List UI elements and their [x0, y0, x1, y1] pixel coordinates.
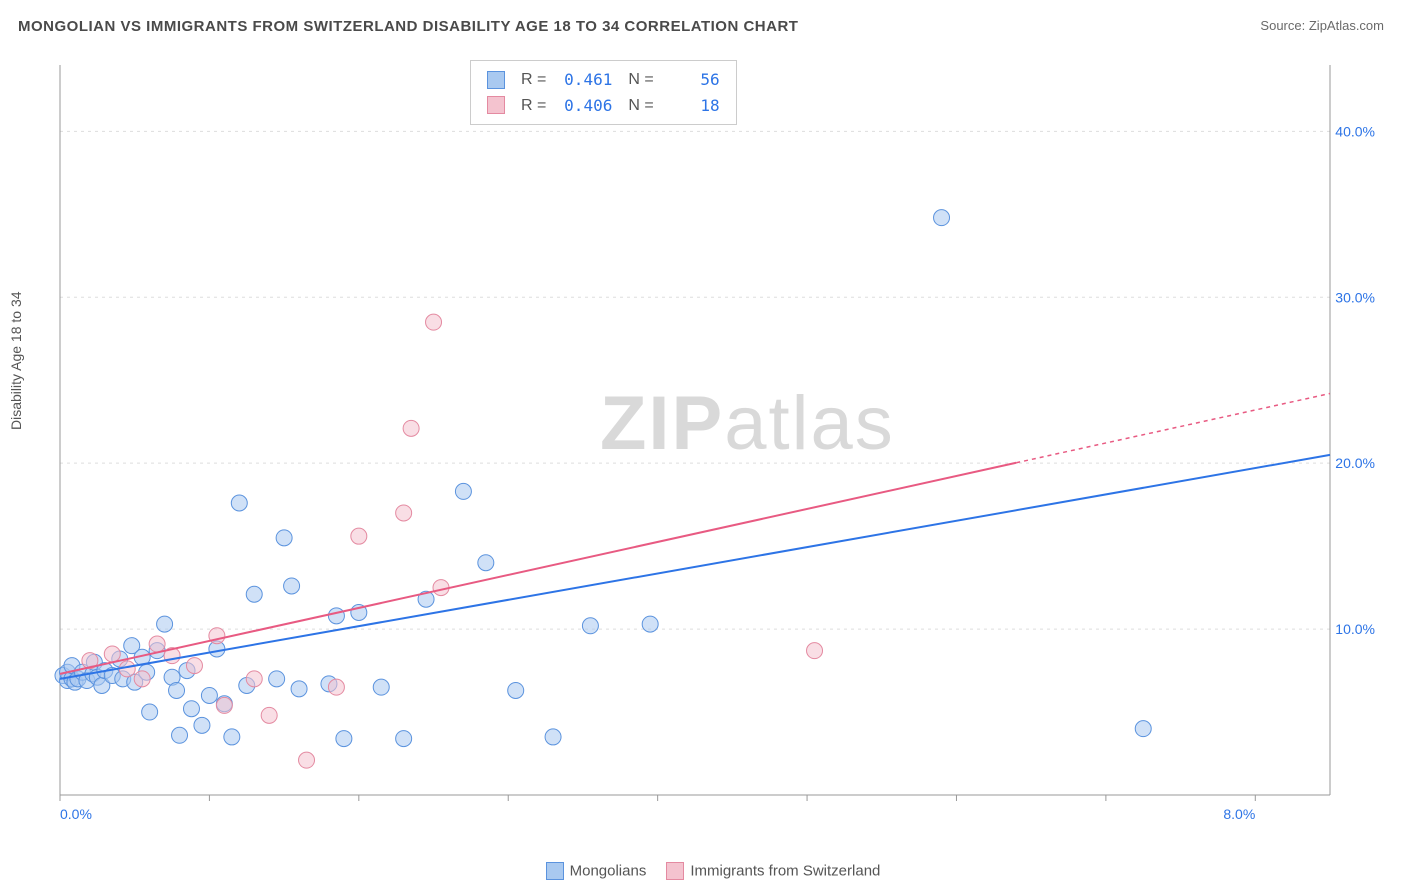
series-swatch [487, 96, 505, 114]
source-link[interactable]: ZipAtlas.com [1309, 18, 1384, 33]
svg-text:30.0%: 30.0% [1335, 289, 1375, 305]
chart-title: MONGOLIAN VS IMMIGRANTS FROM SWITZERLAND… [18, 18, 798, 35]
legend-swatch [546, 862, 564, 880]
correlation-stats-box: R =0.461N =56R =0.406N =18 [470, 60, 737, 125]
series-legend: Mongolians Immigrants from Switzerland [0, 862, 1406, 880]
stats-row: R =0.406N =18 [487, 93, 720, 119]
svg-text:10.0%: 10.0% [1335, 621, 1375, 637]
svg-text:20.0%: 20.0% [1335, 455, 1375, 471]
watermark-light: atlas [724, 381, 895, 466]
svg-text:8.0%: 8.0% [1223, 806, 1255, 822]
stats-row: R =0.461N =56 [487, 67, 720, 93]
source-attribution: Source: ZipAtlas.com [1260, 18, 1384, 33]
watermark-bold: ZIP [600, 381, 724, 466]
svg-text:0.0%: 0.0% [60, 806, 92, 822]
legend-swatch [666, 862, 684, 880]
series-swatch [487, 71, 505, 89]
svg-text:40.0%: 40.0% [1335, 123, 1375, 139]
watermark: ZIPatlas [600, 380, 895, 467]
y-axis-label: Disability Age 18 to 34 [8, 291, 24, 430]
legend-label: Immigrants from Switzerland [690, 863, 880, 880]
source-label: Source: [1260, 18, 1305, 33]
legend-label: Mongolians [570, 863, 647, 880]
